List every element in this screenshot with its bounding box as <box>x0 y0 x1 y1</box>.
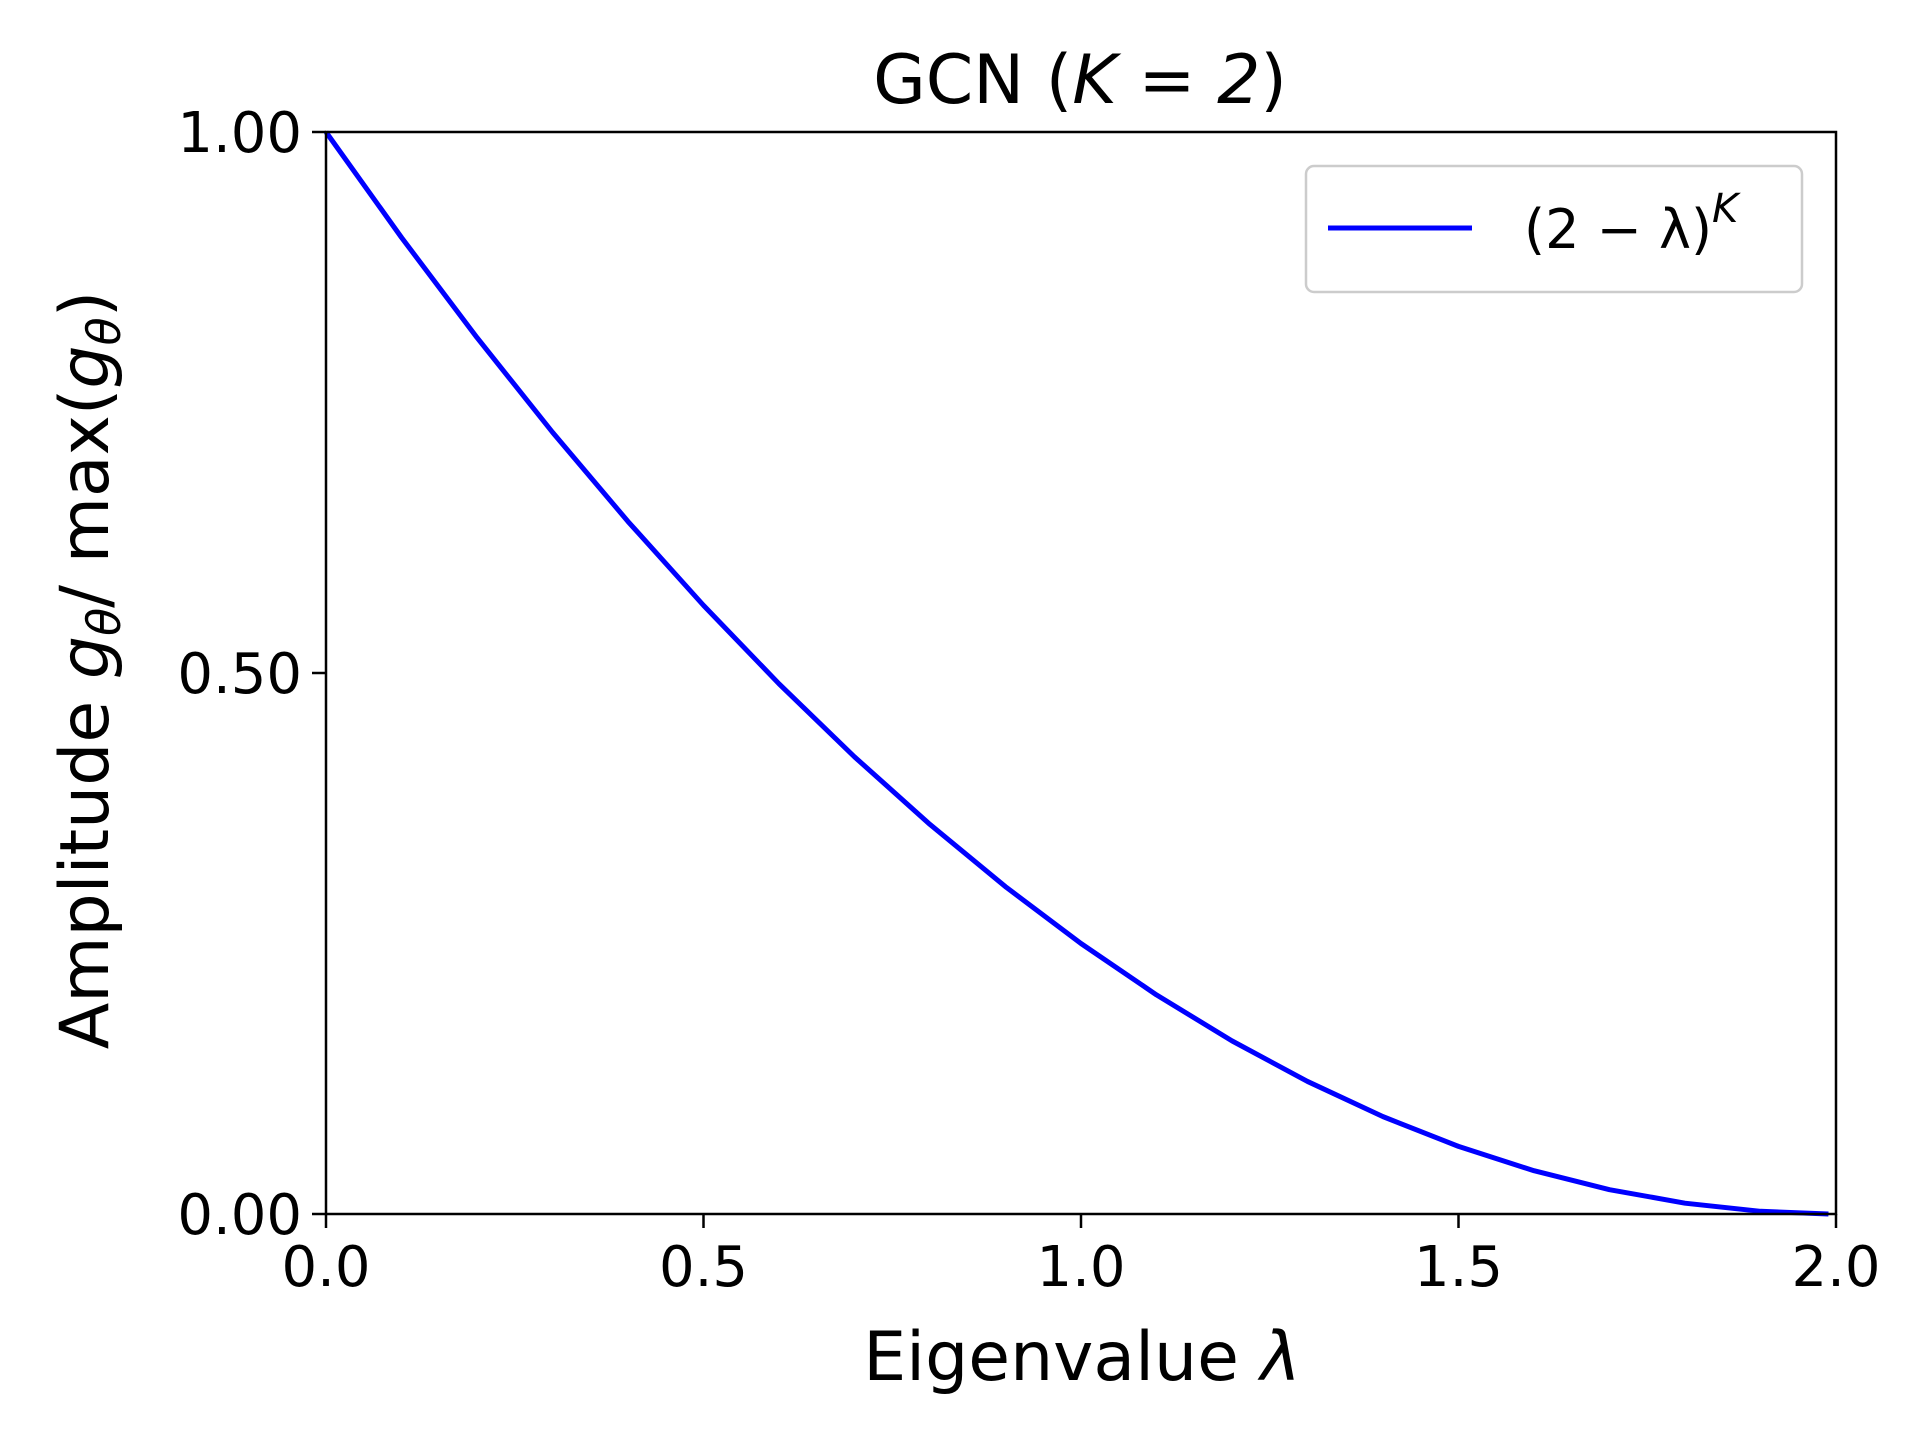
legend-box <box>1304 164 1804 294</box>
x-tick-label: 1.0 <box>1036 1235 1125 1300</box>
plot-frame <box>324 130 1838 1216</box>
legend: (2 − λ)K <box>1304 164 1804 294</box>
y-tick-label: 1.00 <box>177 101 302 166</box>
x-tick-label: 0.0 <box>281 1235 370 1300</box>
x-axis-label: Eigenvalue λ <box>863 1318 1301 1397</box>
y-tick-label: 0.50 <box>177 642 302 707</box>
x-tick-label: 1.5 <box>1414 1235 1503 1300</box>
series-line <box>323 130 1829 1217</box>
x-axis-ticks: 0.0 0.5 1.0 1.5 2.0 <box>281 1214 1881 1300</box>
x-tick-label: 2.0 <box>1791 1235 1880 1300</box>
chart-title: GCN (K = 2) <box>873 41 1287 120</box>
legend-label: (2 − λ)K <box>1524 186 1741 261</box>
y-axis-label: Amplitude gθ/ max(gθ) <box>46 291 131 1050</box>
x-tick-label: 0.5 <box>659 1235 748 1300</box>
y-tick-label: 0.00 <box>177 1183 302 1248</box>
y-axis-ticks: 0.00 0.50 1.00 <box>177 101 326 1248</box>
